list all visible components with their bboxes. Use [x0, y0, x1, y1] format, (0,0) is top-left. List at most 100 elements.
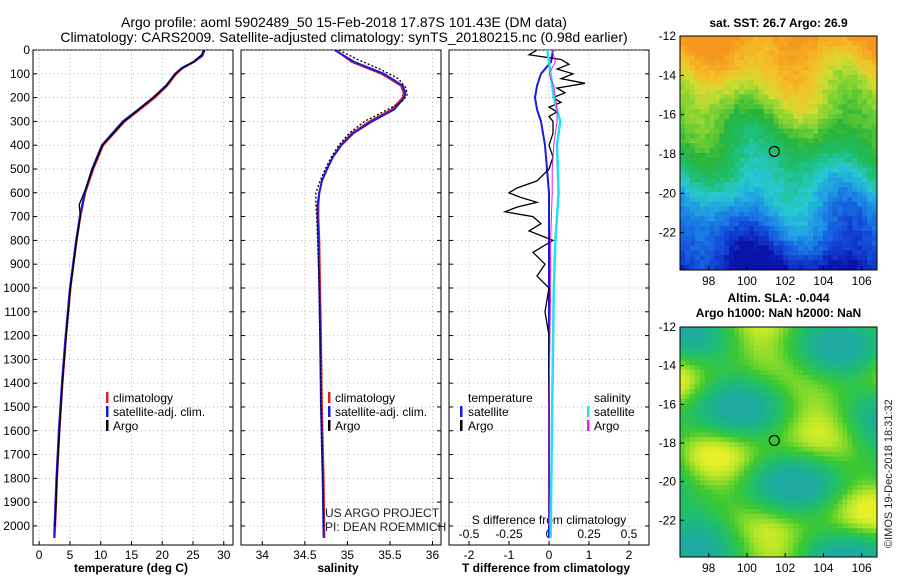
map-cell — [758, 250, 765, 256]
map-cell — [684, 552, 691, 558]
map-cell — [847, 437, 853, 443]
map-cell — [837, 470, 843, 476]
map-cell — [827, 133, 834, 139]
map-cell — [798, 513, 804, 520]
map-cell — [793, 442, 799, 448]
map-cell — [753, 427, 760, 433]
map-cell — [847, 374, 853, 381]
map-cell — [847, 408, 853, 414]
map-cell — [788, 99, 794, 105]
map-cell — [724, 55, 730, 61]
map-cell — [862, 104, 868, 110]
map-cell — [734, 162, 740, 169]
map-y-tick-label: -14 — [659, 68, 677, 82]
map-cell — [867, 109, 873, 115]
map-cell — [704, 240, 710, 247]
map-cell — [783, 109, 789, 115]
map-cell — [694, 437, 701, 443]
map-cell — [793, 118, 799, 125]
map-cell — [832, 182, 838, 188]
map-cell — [857, 427, 863, 433]
map-cell — [704, 509, 710, 515]
map-cell — [748, 465, 755, 472]
map-cell — [699, 240, 706, 247]
map-cell — [763, 513, 770, 520]
map-cell — [689, 485, 696, 491]
map-cell — [778, 167, 784, 173]
map-cell — [768, 162, 774, 169]
map-cell — [857, 216, 863, 222]
map-cell — [798, 346, 804, 352]
map-cell — [724, 523, 730, 529]
map-cell — [852, 50, 858, 56]
map-cell — [744, 89, 750, 95]
map-cell — [758, 346, 765, 352]
map-cell — [817, 437, 824, 443]
map-cell — [680, 475, 686, 481]
map-cell — [808, 394, 814, 400]
map-cell — [867, 355, 873, 361]
map-cell — [827, 177, 834, 183]
map-cell — [768, 104, 774, 110]
map-cell — [817, 231, 824, 237]
map-cell — [694, 235, 701, 242]
map-cell — [822, 489, 829, 496]
map-cell — [862, 408, 868, 414]
map-cell — [680, 104, 686, 110]
map-cell — [862, 499, 868, 505]
map-cell — [798, 408, 804, 414]
map-cell — [798, 177, 804, 183]
map-cell — [719, 480, 725, 486]
map-cell — [768, 427, 774, 433]
map-cell — [803, 552, 809, 558]
map-cell — [827, 408, 834, 414]
map-cell — [773, 456, 779, 462]
map-cell — [714, 162, 720, 169]
map-cell — [684, 513, 691, 520]
map-cell — [748, 55, 755, 61]
map-cell — [704, 148, 710, 154]
map-cell — [862, 485, 868, 491]
map-cell — [768, 370, 774, 376]
map-cell — [739, 177, 745, 183]
map-cell — [803, 360, 809, 366]
map-cell — [709, 192, 715, 198]
map-cell — [847, 413, 853, 419]
map-cell — [684, 432, 691, 438]
map-cell — [704, 422, 710, 429]
map-cell — [778, 196, 784, 203]
map-cell — [729, 201, 735, 208]
map-cell — [827, 221, 834, 227]
map-cell — [768, 432, 774, 438]
map-cell — [748, 123, 755, 130]
map-cell — [768, 255, 774, 261]
map-cell — [783, 389, 789, 395]
map-cell — [862, 65, 868, 71]
map-cell — [699, 547, 706, 553]
map-cell — [680, 250, 686, 256]
map-cell — [689, 518, 696, 524]
map-cell — [788, 221, 794, 227]
map-cell — [808, 432, 814, 438]
map-cell — [680, 187, 686, 193]
map-cell — [778, 485, 784, 491]
map-cell — [808, 192, 814, 198]
map-cell — [680, 494, 686, 500]
map-cell — [822, 528, 829, 534]
map-cell — [778, 75, 784, 81]
map-cell — [827, 422, 834, 429]
map-cell — [719, 350, 725, 357]
map-cell — [783, 187, 789, 193]
map-cell — [763, 389, 770, 395]
map-cell — [729, 60, 735, 66]
map-cell — [680, 50, 686, 56]
map-cell — [872, 547, 878, 553]
map-cell — [867, 84, 873, 91]
map-cell — [778, 240, 784, 247]
map-cell — [763, 109, 770, 115]
map-cell — [793, 485, 799, 491]
map-cell — [694, 480, 701, 486]
map-cell — [827, 485, 834, 491]
map-cell — [862, 384, 868, 390]
map-cell — [734, 374, 740, 381]
